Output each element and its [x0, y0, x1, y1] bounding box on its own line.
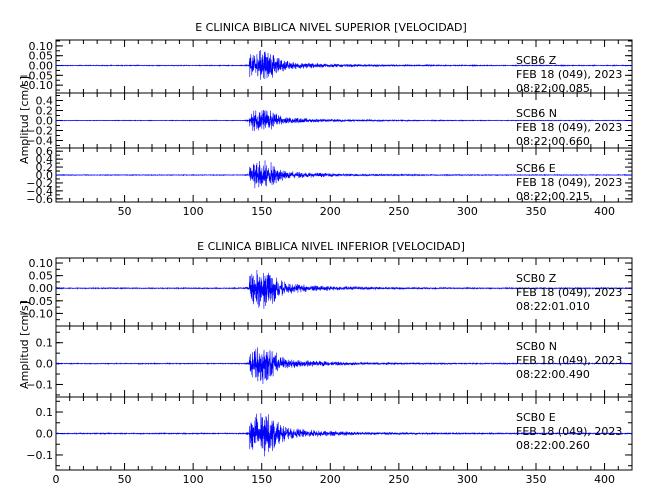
panel-0-1-station-label: SCB6 N: [516, 107, 557, 120]
panel-1-2-station-label: SCB0 E: [516, 411, 556, 424]
chart-upper: E CLINICA BIBLICA NIVEL SUPERIOR [VELOCI…: [18, 21, 633, 218]
chart-upper-ylabel: Amplitud [cm/s]: [18, 76, 31, 164]
x-tick-label: 150: [251, 473, 272, 486]
panel-0-2-ytick-label: 0.4: [36, 153, 54, 166]
panel-0-0-date-label: FEB 18 (049), 2023: [516, 68, 622, 81]
panel-1-1-date-label: FEB 18 (049), 2023: [516, 354, 622, 367]
panel-1-1-ytick-label: 0.0: [36, 358, 54, 371]
x-tick-label: 100: [183, 473, 204, 486]
panel-1-2-ytick-label: −0.1: [26, 449, 53, 462]
panel-0-0-time-label: 08:22:00.085: [516, 82, 590, 95]
panel-1-0-time-label: 08:22:01.010: [516, 300, 590, 313]
panel-1-2-ytick-label: 0.1: [36, 406, 54, 419]
panel-1-0-ytick-label: 0.10: [29, 257, 54, 270]
panel-0-1-ytick-label: −0.4: [26, 135, 53, 148]
panel-0-2-time-label: 08:22:00.215: [516, 190, 590, 203]
chart-lower: E CLINICA BIBLICA NIVEL INFERIOR [VELOCI…: [18, 240, 633, 486]
x-tick-label: 400: [594, 205, 615, 218]
panel-0-0-ytick-label: −0.10: [19, 79, 53, 92]
panel-0-0-ytick-label: 0.00: [29, 60, 54, 73]
x-tick-label: 350: [526, 205, 547, 218]
panel-0-0-ytick-label: 0.05: [29, 50, 54, 63]
chart-lower-title: E CLINICA BIBLICA NIVEL INFERIOR [VELOCI…: [197, 240, 465, 253]
panel-1-1-ytick-label: −0.1: [26, 378, 53, 391]
panel-1-1-ytick-label: 0.1: [36, 337, 54, 350]
x-tick-label: 250: [388, 473, 409, 486]
x-tick-label: 0: [53, 473, 60, 486]
panel-1-2-trace: [55, 413, 633, 457]
x-tick-label: 350: [526, 473, 547, 486]
panel-0-0-ytick-label: −0.05: [19, 69, 53, 82]
panel-0-1-date-label: FEB 18 (049), 2023: [516, 121, 622, 134]
panel-0-1-ytick-label: −0.2: [26, 125, 53, 138]
x-tick-label: 150: [251, 205, 272, 218]
x-tick-label: 400: [594, 473, 615, 486]
x-tick-label: 300: [457, 205, 478, 218]
panel-1-0-ytick-label: 0.05: [29, 270, 54, 283]
panel-0-1-ytick-label: 0.2: [36, 105, 54, 118]
x-tick-label: 250: [388, 205, 409, 218]
chart-upper-title: E CLINICA BIBLICA NIVEL SUPERIOR [VELOCI…: [195, 21, 467, 34]
x-tick-label: 300: [457, 473, 478, 486]
chart-upper-x-axis: 50 100 150 200 250 300 350 400: [118, 205, 615, 218]
panel-0-2-ytick-label: −0.6: [26, 193, 53, 206]
panel-1-1-trace: [55, 347, 633, 385]
panel-0-1-time-label: 08:22:00.660: [516, 135, 590, 148]
panel-1-0-ytick-label: −0.05: [19, 295, 53, 308]
x-tick-label: 200: [320, 473, 341, 486]
x-tick-label: 100: [183, 205, 204, 218]
chart-lower-x-axis: 0 50 100 150 200 250 300 350 400: [53, 473, 616, 486]
x-tick-label: 50: [118, 205, 132, 218]
panel-1-2-ytick-label: 0.0: [36, 428, 54, 441]
panel-0-0-station-label: SCB6 Z: [516, 54, 557, 67]
panel-0-1-ytick-label: 0.4: [36, 95, 54, 108]
panel-1-1-time-label: 08:22:00.490: [516, 368, 590, 381]
panel-0-1-trace: [55, 109, 633, 132]
panel-0-2-ytick-label: −0.2: [26, 177, 53, 190]
panel-0-0-trace: [55, 50, 633, 80]
x-tick-label: 50: [118, 473, 132, 486]
panel-0-2-ytick-label: −0.4: [26, 185, 53, 198]
panel-0-2-ytick-label: 0.0: [36, 169, 54, 182]
panel-1-2-time-label: 08:22:00.260: [516, 439, 590, 452]
panel-1-1-station-label: SCB0 N: [516, 340, 557, 353]
panel-1-0-station-label: SCB0 Z: [516, 272, 557, 285]
panel-1-0-ytick-label: 0.00: [29, 282, 54, 295]
panel-0-0-ytick-label: 0.10: [29, 40, 54, 53]
panel-1-0-date-label: FEB 18 (049), 2023: [516, 286, 622, 299]
panel-1-2-date-label: FEB 18 (049), 2023: [516, 425, 622, 438]
panel-0-2-date-label: FEB 18 (049), 2023: [516, 176, 622, 189]
panel-0-2-station-label: SCB6 E: [516, 162, 556, 175]
x-tick-label: 200: [320, 205, 341, 218]
panel-0-1-ytick-label: 0.0: [36, 115, 54, 128]
panel-0-2-ytick-label: 0.6: [36, 145, 54, 158]
chart-lower-ylabel: Amplitud [cm/s]: [18, 301, 31, 389]
panel-1-0-ytick-label: −0.10: [19, 307, 53, 320]
panel-0-2-trace: [55, 160, 633, 189]
panel-1-0-trace: [55, 269, 633, 309]
panel-0-2-ytick-label: 0.2: [36, 161, 54, 174]
